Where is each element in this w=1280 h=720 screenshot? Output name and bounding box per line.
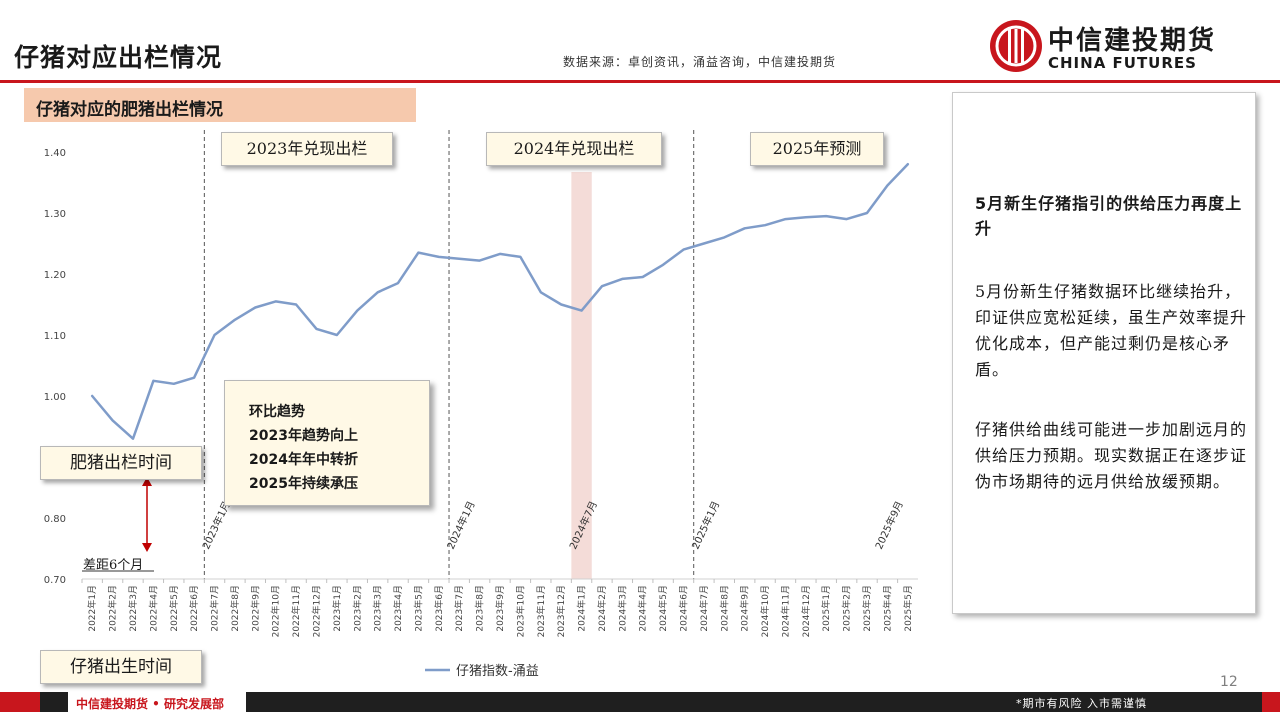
x-tick-label: 2025年3月 bbox=[861, 585, 873, 632]
x-tick-label: 2022年10月 bbox=[270, 585, 282, 637]
x-tick-label: 2022年7月 bbox=[209, 585, 221, 632]
trend-note-box: 环比趋势 2023年趋势向上 2024年年中转折 2025年持续承压 bbox=[224, 380, 430, 506]
x-tick-label: 2024年6月 bbox=[678, 585, 690, 632]
y-tick-label: 1.30 bbox=[44, 209, 66, 220]
y-axis-ticks: 0.700.800.901.001.101.201.301.40 bbox=[44, 148, 66, 586]
x-tick-label: 2022年1月 bbox=[86, 585, 98, 632]
x-tick-label: 2022年12月 bbox=[310, 585, 322, 637]
x-tick-label: 2024年11月 bbox=[779, 585, 791, 637]
x-tick-label: 2023年1月 bbox=[331, 585, 343, 632]
y-tick-label: 1.00 bbox=[44, 392, 66, 403]
page-title: 仔猪对应出栏情况 bbox=[14, 43, 223, 72]
x-tick-label: 2025年1月 bbox=[820, 585, 832, 632]
trend-note-line: 2023年趋势向上 bbox=[249, 428, 358, 444]
series-line bbox=[90, 162, 910, 440]
legend-label: 仔猪指数-涌益 bbox=[456, 664, 539, 679]
y-tick-label: 1.40 bbox=[44, 148, 66, 159]
period-label-2025: 2025年预测 bbox=[750, 132, 884, 166]
period-label-2023: 2023年兑现出栏 bbox=[221, 132, 393, 166]
x-tick-label: 2024年2月 bbox=[596, 585, 608, 632]
trend-note-line: 2025年持续承压 bbox=[249, 476, 358, 492]
x-tick-label: 2023年9月 bbox=[494, 585, 506, 632]
vertical-markers bbox=[203, 130, 695, 579]
x-tick-label: 2024年7月 bbox=[698, 585, 710, 632]
x-tick-label: 2022年3月 bbox=[127, 585, 139, 632]
footer-accent-end bbox=[1262, 692, 1280, 712]
x-tick-label: 2024年4月 bbox=[637, 585, 649, 632]
x-tick-label: 2024年10月 bbox=[759, 585, 771, 637]
commentary-paragraph: 仔猪供给曲线可能进一步加剧远月的供给压力预期。现实数据正在逐步证伪市场期待的远月… bbox=[975, 420, 1248, 491]
gap-arrow-head-up bbox=[142, 477, 152, 486]
x-tick-label: 2023年12月 bbox=[555, 585, 567, 637]
piglet-birth-time-label: 仔猪出生时间 bbox=[40, 650, 202, 684]
line-chart: 0.700.800.901.001.101.201.301.40 2022年1月… bbox=[44, 130, 918, 679]
x-tick-label: 2024年9月 bbox=[739, 585, 751, 632]
x-tick-label: 2024年8月 bbox=[718, 585, 730, 632]
chart-subtitle-background bbox=[24, 88, 416, 122]
x-tick-label: 2023年3月 bbox=[372, 585, 384, 632]
highlight-band bbox=[571, 172, 592, 579]
logo-text-en: CHINA FUTURES bbox=[1048, 54, 1197, 72]
trend-note-line: 环比趋势 bbox=[249, 404, 305, 420]
marker-label: 2025年9月 bbox=[872, 499, 906, 551]
y-tick-label: 0.70 bbox=[44, 575, 66, 586]
footer-disclaimer: *期市有风险 入市需谨慎 bbox=[1016, 697, 1147, 710]
gap-arrow-head-down bbox=[142, 543, 152, 552]
x-tick-label: 2022年4月 bbox=[147, 585, 159, 632]
x-tick-label: 2023年6月 bbox=[433, 585, 445, 632]
footer-accent bbox=[0, 692, 40, 712]
logo-text-cn: 中信建投期货 bbox=[1048, 26, 1217, 56]
x-axis-ticks: 2022年1月 2022年2月 2022年3月 2022年4月 2022年5月 2022年… bbox=[81, 579, 914, 637]
header-divider bbox=[0, 80, 1280, 83]
x-tick-label: 2023年11月 bbox=[535, 585, 547, 637]
x-tick-label: 2023年7月 bbox=[453, 585, 465, 632]
x-tick-label: 2023年5月 bbox=[412, 585, 424, 632]
x-tick-label: 2024年3月 bbox=[616, 585, 628, 632]
period-label-2024: 2024年兑现出栏 bbox=[486, 132, 662, 166]
x-tick-label: 2022年2月 bbox=[107, 585, 119, 632]
x-tick-label: 2025年2月 bbox=[841, 585, 853, 632]
commentary-paragraph: 5月份新生仔猪数据环比继续抬升，印证供应宽松延续，虽生产效率提升优化成本，但产能… bbox=[975, 282, 1248, 379]
y-tick-label: 0.80 bbox=[44, 514, 66, 525]
footer-label-background bbox=[68, 692, 246, 712]
y-tick-label: 1.10 bbox=[44, 331, 66, 342]
data-source: 数据来源：卓创资讯，涌益咨询，中信建投期货 bbox=[563, 55, 837, 69]
commentary-panel: 5月新生仔猪指引的供给压力再度上升 5月份新生仔猪数据环比继续抬升，印证供应宽松… bbox=[952, 92, 1256, 614]
x-tick-label: 2023年2月 bbox=[351, 585, 363, 632]
x-tick-label: 2022年8月 bbox=[229, 585, 241, 632]
chart-subtitle: 仔猪对应的肥猪出栏情况 bbox=[36, 100, 223, 120]
fat-pig-time-label: 肥猪出栏时间 bbox=[40, 446, 202, 480]
x-tick-label: 2024年5月 bbox=[657, 585, 669, 632]
x-tick-label: 2023年4月 bbox=[392, 585, 404, 632]
company-logo: 中信建投期货 CHINA FUTURES bbox=[988, 18, 1233, 76]
logo-emblem-icon bbox=[990, 20, 1042, 72]
x-tick-label: 2022年6月 bbox=[188, 585, 200, 632]
x-tick-label: 2024年1月 bbox=[576, 585, 588, 632]
trend-note-line: 2024年年中转折 bbox=[249, 452, 358, 468]
x-tick-label: 2025年4月 bbox=[881, 585, 893, 632]
x-tick-label: 2023年8月 bbox=[474, 585, 486, 632]
page-number: 12 bbox=[1220, 674, 1238, 690]
footer-company: 中信建投期货 • 研究发展部 bbox=[76, 697, 225, 711]
x-tick-label: 2023年10月 bbox=[514, 585, 526, 637]
x-tick-label: 2022年5月 bbox=[168, 585, 180, 632]
y-tick-label: 1.20 bbox=[44, 270, 66, 281]
x-tick-label: 2022年11月 bbox=[290, 585, 302, 637]
x-tick-label: 2025年5月 bbox=[902, 585, 914, 632]
commentary-heading: 5月新生仔猪指引的供给压力再度上升 bbox=[975, 194, 1243, 238]
footer-bar bbox=[40, 692, 1280, 712]
x-tick-label: 2022年9月 bbox=[249, 585, 261, 632]
marker-labels: 2023年1月 2024年1月 2024年7月 2025年1月 2025年9月 bbox=[199, 499, 906, 551]
gap-label: 差距6个月 bbox=[83, 558, 144, 573]
x-tick-label: 2024年12月 bbox=[800, 585, 812, 637]
